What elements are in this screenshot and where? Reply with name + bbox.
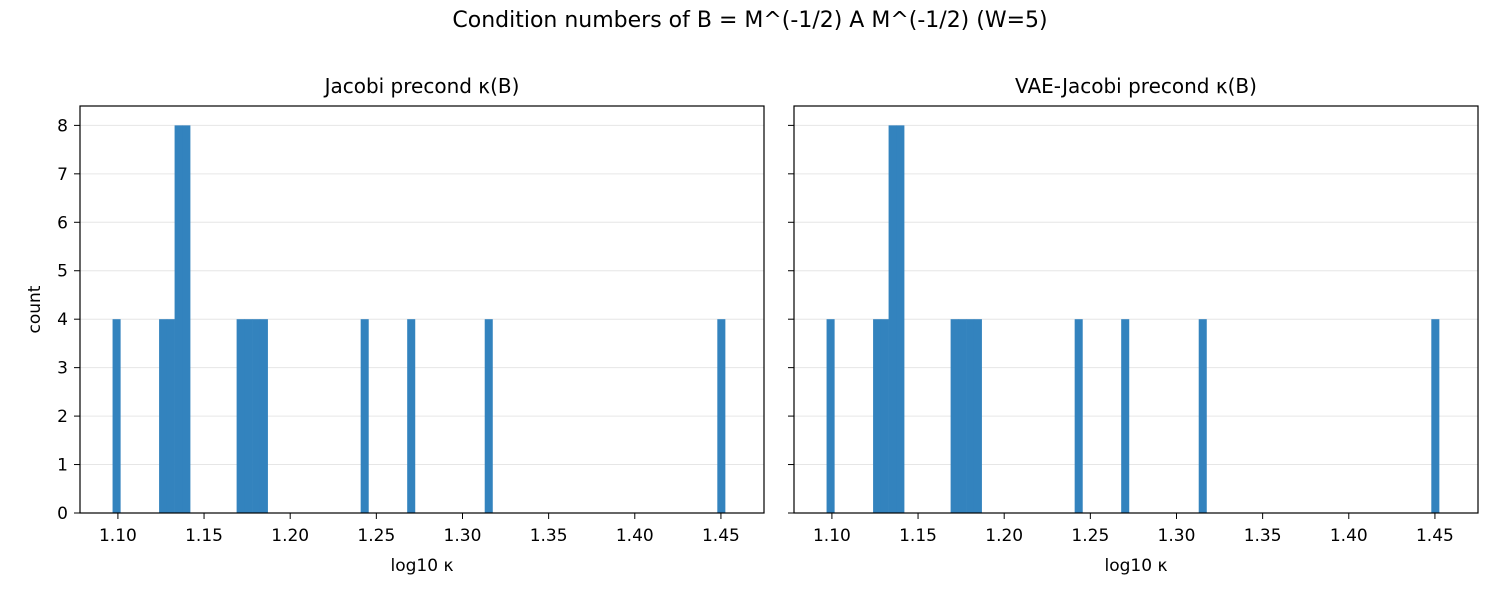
x-tick-label: 1.10 <box>813 526 851 546</box>
x-tick-label: 1.15 <box>185 526 223 546</box>
histogram-bar <box>880 319 889 513</box>
histogram-bar <box>159 319 168 513</box>
y-tick-label: 4 <box>57 310 68 330</box>
y-tick-label: 2 <box>57 407 68 427</box>
y-tick-label: 6 <box>57 213 68 233</box>
histogram-bar <box>717 319 726 513</box>
histogram-bar <box>407 319 416 513</box>
histogram-bar <box>873 319 882 513</box>
y-tick-label: 1 <box>57 456 68 476</box>
axes-frame <box>79 105 765 514</box>
x-tick-label: 1.35 <box>1244 526 1282 546</box>
y-tick-label: 0 <box>57 504 68 524</box>
panel-title: VAE-Jacobi precond κ(B) <box>1015 74 1257 98</box>
x-tick-label: 1.25 <box>1071 526 1109 546</box>
x-axis-label: log10 κ <box>1105 556 1168 576</box>
x-tick-label: 1.45 <box>1416 526 1454 546</box>
x-tick-label: 1.45 <box>702 526 740 546</box>
x-tick-label: 1.15 <box>899 526 937 546</box>
histogram-bar <box>360 319 369 513</box>
x-tick-label: 1.10 <box>99 526 137 546</box>
histogram-bar <box>973 319 982 513</box>
histogram-bar <box>252 319 261 513</box>
histogram-bar <box>166 319 175 513</box>
x-tick-label: 1.40 <box>1330 526 1368 546</box>
histogram-bar <box>259 319 268 513</box>
panel-2: 1.10 1.15 1.20 1.25 1.30 1.35 1.40 1.45 VAE-Jaco… <box>788 74 1479 576</box>
histogram-bar <box>1121 319 1130 513</box>
histogram-bar <box>236 319 245 513</box>
histogram-bar <box>826 319 835 513</box>
figure-suptitle: Condition numbers of B = M^(-1/2) A M^(-… <box>452 8 1048 33</box>
x-tick-label: 1.25 <box>357 526 395 546</box>
histogram-bar <box>1074 319 1083 513</box>
histogram-bar <box>896 125 905 513</box>
histogram-bar <box>1198 319 1207 513</box>
y-axis-label: count <box>25 285 45 333</box>
y-tick-label: 3 <box>57 359 68 379</box>
histogram-bar <box>966 319 975 513</box>
x-tick-label: 1.35 <box>530 526 568 546</box>
x-tick-label: 1.20 <box>271 526 309 546</box>
x-tick-label: 1.30 <box>444 526 482 546</box>
axes-frame <box>793 105 1479 514</box>
histogram-bar <box>244 319 253 513</box>
histogram-bar <box>950 319 959 513</box>
histogram-bar <box>958 319 967 513</box>
histogram-bar <box>1431 319 1440 513</box>
x-axis-label: log10 κ <box>391 556 454 576</box>
panel-title: Jacobi precond κ(B) <box>323 74 520 98</box>
x-tick-label: 1.20 <box>985 526 1023 546</box>
histogram-bar <box>484 319 493 513</box>
y-tick-label: 7 <box>57 165 68 185</box>
histogram-bar <box>112 319 121 513</box>
x-tick-label: 1.30 <box>1158 526 1196 546</box>
histogram-bar <box>888 125 897 513</box>
histogram-bar <box>174 125 183 513</box>
y-tick-label: 8 <box>57 116 68 136</box>
y-tick-label: 5 <box>57 262 68 282</box>
histogram-bar <box>182 125 191 513</box>
x-tick-label: 1.40 <box>616 526 654 546</box>
panel-1: 1.10 1.15 1.20 1.25 1.30 1.35 1.40 1.45 0 1 2 3 4 5 6 7… <box>25 74 765 576</box>
